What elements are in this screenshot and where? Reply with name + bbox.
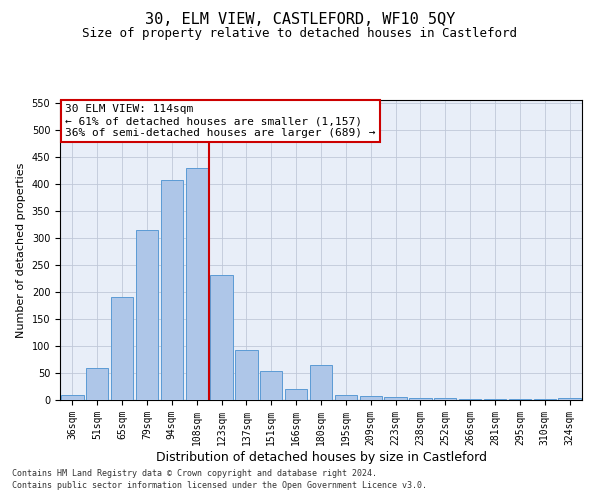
Bar <box>359 396 382 400</box>
Y-axis label: Number of detached properties: Number of detached properties <box>16 162 26 338</box>
Bar <box>61 394 83 400</box>
Text: Contains HM Land Registry data © Crown copyright and database right 2024.: Contains HM Land Registry data © Crown c… <box>12 468 377 477</box>
Bar <box>260 372 283 400</box>
Bar <box>235 350 257 400</box>
Bar <box>136 230 158 400</box>
Bar <box>434 398 457 400</box>
Bar <box>161 180 183 400</box>
Bar <box>185 168 208 400</box>
Bar <box>335 394 357 400</box>
Text: Size of property relative to detached houses in Castleford: Size of property relative to detached ho… <box>83 28 517 40</box>
X-axis label: Distribution of detached houses by size in Castleford: Distribution of detached houses by size … <box>155 450 487 464</box>
Bar <box>559 398 581 400</box>
Bar <box>211 274 233 400</box>
Bar <box>484 399 506 400</box>
Bar <box>285 389 307 400</box>
Text: Contains public sector information licensed under the Open Government Licence v3: Contains public sector information licen… <box>12 481 427 490</box>
Bar <box>385 398 407 400</box>
Bar <box>459 399 481 400</box>
Text: 30 ELM VIEW: 114sqm
← 61% of detached houses are smaller (1,157)
36% of semi-det: 30 ELM VIEW: 114sqm ← 61% of detached ho… <box>65 104 376 138</box>
Bar <box>310 365 332 400</box>
Bar <box>86 368 109 400</box>
Bar <box>409 398 431 400</box>
Text: 30, ELM VIEW, CASTLEFORD, WF10 5QY: 30, ELM VIEW, CASTLEFORD, WF10 5QY <box>145 12 455 28</box>
Bar <box>111 298 133 400</box>
